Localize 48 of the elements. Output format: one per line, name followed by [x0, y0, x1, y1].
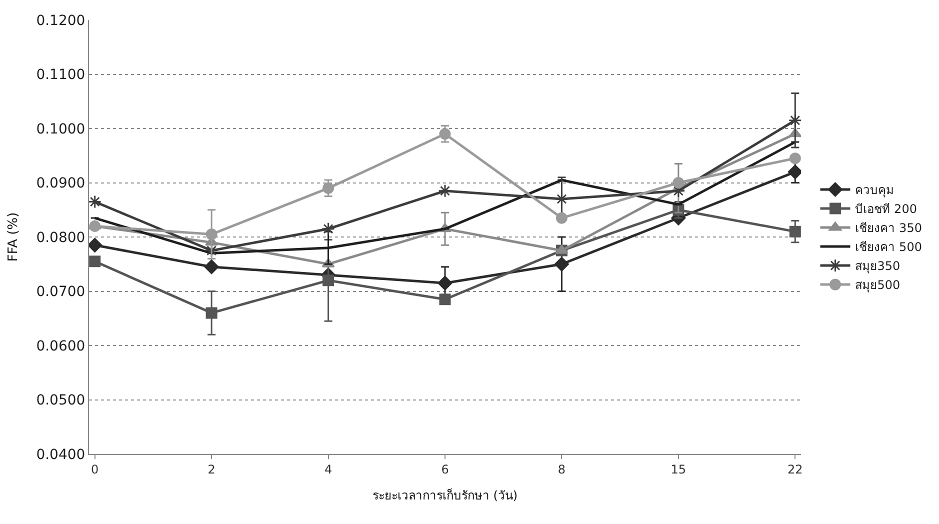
x-tick-label: 22 [788, 462, 803, 476]
point [322, 274, 334, 286]
legend-label: ควบคุม [855, 183, 894, 198]
legend-label: สมุย500 [855, 278, 900, 294]
legend-label: บีเอชที 200 [855, 202, 917, 216]
y-tick-label: 0.0800 [36, 230, 86, 246]
legend-label: เชียงคา 500 [855, 240, 922, 254]
point [789, 152, 801, 164]
x-tick-label: 2 [208, 462, 216, 476]
x-tick-label: 4 [324, 462, 332, 476]
legend-label: สมุย350 [855, 259, 900, 274]
y-tick-label: 0.1200 [36, 12, 86, 29]
point [554, 192, 568, 206]
point [204, 244, 218, 258]
x-tick-label: 6 [441, 462, 449, 476]
x-tick-label: 0 [91, 462, 99, 476]
point [204, 260, 219, 274]
point [789, 226, 801, 238]
x-axis-title: ระยะเวลาการเก็บรักษา (วัน) [372, 487, 518, 502]
y-tick-label: 0.0700 [36, 284, 86, 300]
point [89, 238, 102, 252]
y-tick-label: 0.0500 [36, 392, 86, 409]
point [206, 228, 218, 240]
point [788, 114, 801, 128]
point [89, 256, 101, 268]
point [438, 184, 452, 198]
y-tick-label: 0.1100 [36, 67, 86, 84]
point [322, 222, 336, 236]
point [788, 164, 801, 180]
y-tick-label: 0.0400 [36, 446, 86, 463]
legend-label: เชียงคา 350 [855, 221, 922, 236]
point [554, 256, 569, 272]
point [555, 244, 568, 254]
y-tick-label: 0.1000 [36, 121, 86, 138]
point [672, 177, 684, 188]
point [439, 128, 451, 140]
point [438, 276, 452, 290]
point [556, 212, 568, 224]
point [322, 182, 334, 194]
point [89, 194, 102, 208]
point [89, 220, 101, 232]
x-tick-label: 8 [558, 462, 566, 476]
y-tick-label: 0.0600 [36, 338, 86, 354]
y-tick-label: 0.0900 [36, 176, 86, 192]
y-axis-title: FFA (%) [6, 212, 22, 262]
point [206, 307, 218, 319]
x-tick-label: 15 [670, 462, 686, 476]
point [439, 294, 451, 306]
